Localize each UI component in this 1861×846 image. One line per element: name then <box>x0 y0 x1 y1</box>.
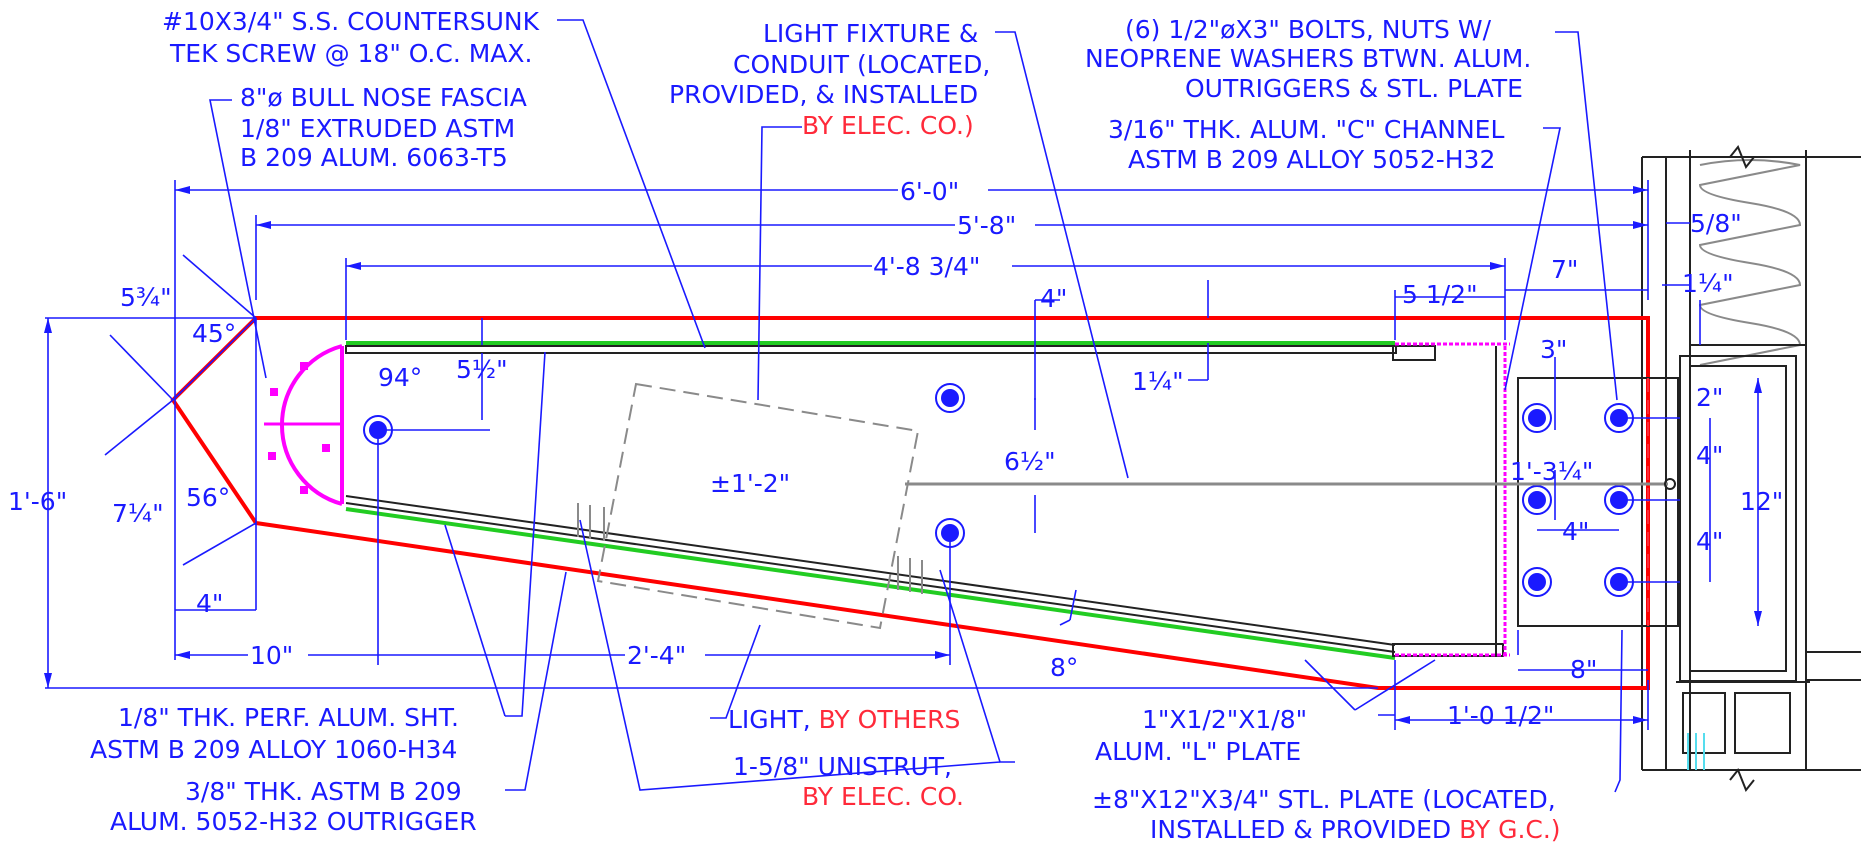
dim-1-3-1-4: 1'-3¼" <box>1510 457 1593 486</box>
steel-plate <box>1517 377 1679 627</box>
light-fixture <box>596 382 920 630</box>
dim-pm-1-2: ±1'-2" <box>710 469 790 498</box>
dim-4-top: 4" <box>1040 284 1067 313</box>
dim-7-1-4: 7¼" <box>112 499 164 528</box>
dim-45-deg: 45° <box>192 319 236 348</box>
dim-2: 2" <box>1696 383 1723 412</box>
dim-4-b: 4" <box>1696 527 1723 556</box>
top-outrigger <box>345 341 1510 361</box>
dim-2-4: 2'-4" <box>627 641 686 670</box>
note-bolts-3: OUTRIGGERS & STL. PLATE <box>1185 74 1523 103</box>
note-bolts-1: (6) 1/2"øX3" BOLTS, NUTS W/ <box>1125 15 1492 44</box>
dim-94-deg: 94° <box>378 363 422 392</box>
dim-4-8-3-4: 4'-8 3/4" <box>873 252 980 281</box>
bottom-outrigger <box>345 495 1510 660</box>
note-outrigger-2: ALUM. 5052-H32 OUTRIGGER <box>110 807 477 836</box>
dim-8-deg: 8° <box>1050 653 1078 682</box>
note-stl-plate-2-red: BY G.C.) <box>1459 815 1560 844</box>
dim-12: 12" <box>1740 487 1783 516</box>
dim-8: 8" <box>1570 655 1597 684</box>
leader-lines <box>209 19 1623 793</box>
note-light-others: LIGHT, BY OTHERS <box>728 705 960 734</box>
dim-1-1-4-right: 1¼" <box>1682 269 1734 298</box>
dim-7: 7" <box>1551 255 1578 284</box>
dim-6-0: 6'-0" <box>900 177 959 206</box>
note-perf-1: 1/8" THK. PERF. ALUM. SHT. <box>118 703 459 732</box>
note-fascia-1: 8"ø BULL NOSE FASCIA <box>240 83 527 112</box>
dim-1-quarter: 1¼" <box>1132 367 1184 396</box>
dim-4-a: 4" <box>1696 441 1723 470</box>
dim-1-6: 1'-6" <box>8 487 67 516</box>
note-fascia-3: B 209 ALUM. 6063-T5 <box>240 143 508 172</box>
note-stl-plate-2: INSTALLED & PROVIDED BY G.C.) <box>1150 815 1561 844</box>
dim-4-bottom: 4" <box>196 589 223 618</box>
dim-5-half: 5½" <box>456 355 508 384</box>
note-light-fixture-1: LIGHT FIXTURE & <box>763 19 978 48</box>
note-light-fixture-red: BY ELEC. CO.) <box>802 111 974 140</box>
note-light-others-red: BY OTHERS <box>819 705 961 734</box>
dim-1-0-1-2: 1'-0 1/2" <box>1447 701 1554 730</box>
dim-10: 10" <box>250 641 293 670</box>
note-stl-plate-2-blue: INSTALLED & PROVIDED <box>1150 815 1459 844</box>
note-light-fixture-2: CONDUIT (LOCATED, <box>733 50 990 79</box>
note-stl-plate-1: ±8"X12"X3/4" STL. PLATE (LOCATED, <box>1092 785 1556 814</box>
note-channel-2: ASTM B 209 ALLOY 5052-H32 <box>1128 145 1495 174</box>
dimension-labels: 6'-0" 5'-8" 4'-8 3/4" 5 1/2" 7" 4" 1¼" 5… <box>8 175 1783 730</box>
note-outrigger-1: 3/8" THK. ASTM B 209 <box>185 777 462 806</box>
dim-4-c: 4" <box>1562 517 1589 546</box>
note-screw-2: TEK SCREW @ 18" O.C. MAX. <box>169 39 532 68</box>
note-bolts-2: NEOPRENE WASHERS BTWN. ALUM. <box>1085 44 1531 73</box>
dim-5-1-2: 5 1/2" <box>1402 280 1478 309</box>
note-channel-1: 3/16" THK. ALUM. "C" CHANNEL <box>1108 115 1504 144</box>
note-unistrut: 1-5/8" UNISTRUT, <box>733 752 952 781</box>
bolts <box>363 383 1634 597</box>
note-l-plate-1: 1"X1/2"X1/8" <box>1142 705 1307 734</box>
insulation <box>1698 159 1802 366</box>
note-l-plate-2: ALUM. "L" PLATE <box>1095 737 1301 766</box>
dim-3: 3" <box>1540 335 1567 364</box>
note-fascia-2: 1/8" EXTRUDED ASTM <box>240 114 515 143</box>
dim-6-half: 6½" <box>1004 447 1056 476</box>
wall-section <box>1641 145 1861 792</box>
note-unistrut-red: BY ELEC. CO. <box>802 782 964 811</box>
dim-56-deg: 56° <box>186 483 230 512</box>
notes: #10X3/4" S.S. COUNTERSUNK TEK SCREW @ 18… <box>90 7 1561 844</box>
note-light-others-blue: LIGHT, <box>728 705 819 734</box>
note-perf-2: ASTM B 209 ALLOY 1060-H34 <box>90 735 457 764</box>
dim-5-3-4: 5¾" <box>120 283 172 312</box>
note-light-fixture-3: PROVIDED, & INSTALLED <box>669 80 978 109</box>
dim-5-8: 5'-8" <box>957 211 1016 240</box>
note-screw-1: #10X3/4" S.S. COUNTERSUNK <box>162 7 540 36</box>
dim-5-8in: 5/8" <box>1690 209 1742 238</box>
